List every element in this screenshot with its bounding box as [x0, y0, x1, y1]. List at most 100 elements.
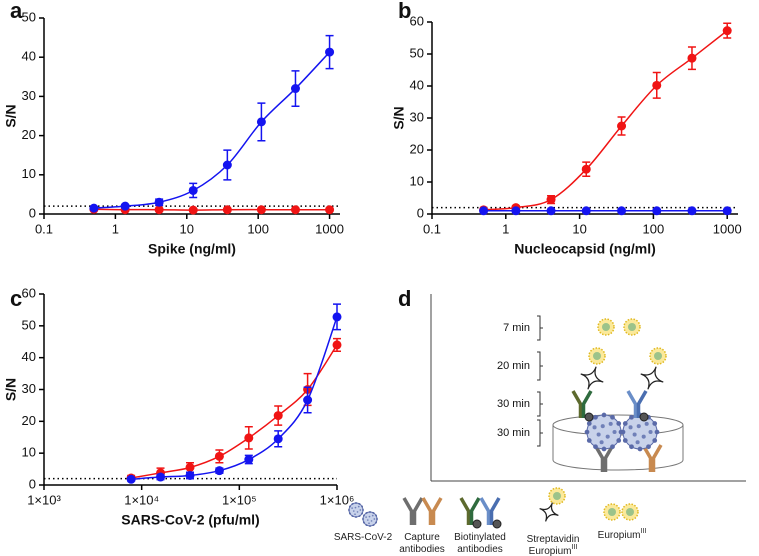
virus-spike — [372, 511, 375, 514]
virus-spike — [593, 444, 598, 450]
antibody-icon — [593, 444, 615, 472]
time-bracket — [537, 351, 543, 381]
virus-spike — [586, 421, 592, 426]
legend-label: Capture — [404, 532, 440, 543]
virus-spike — [652, 438, 658, 443]
marker — [244, 433, 254, 443]
x-tick-label: 0.1 — [35, 221, 53, 236]
marker — [273, 434, 283, 444]
marker — [652, 206, 662, 216]
virus-spike — [652, 421, 658, 426]
x-tick-label: 100 — [643, 221, 665, 236]
y-axis-label: S/N — [3, 378, 19, 401]
antibody-icon — [626, 390, 649, 422]
legend-label: EuropiumIII — [598, 528, 647, 541]
marker — [290, 205, 300, 215]
marker — [214, 451, 224, 461]
marker — [581, 164, 591, 174]
marker — [722, 26, 732, 36]
virus-dot — [608, 421, 613, 426]
virus-spike — [351, 502, 354, 505]
virus-spike — [610, 444, 615, 450]
biotin — [492, 519, 502, 529]
virus-dot — [356, 511, 359, 513]
legend-label: antibodies — [399, 544, 445, 555]
fit-curve — [93, 51, 331, 209]
antibody-right — [431, 497, 443, 525]
europium-core — [593, 352, 601, 360]
marker — [290, 84, 300, 94]
antibody-right — [412, 497, 424, 525]
marker — [244, 455, 254, 465]
marker — [185, 470, 195, 480]
virus-spike — [361, 505, 364, 508]
legend-text: Capture — [404, 532, 440, 543]
antibody-left — [459, 497, 471, 525]
virus-dot — [351, 507, 353, 509]
virus-spike — [376, 518, 378, 520]
marker — [126, 474, 136, 484]
fit-curve — [130, 344, 338, 479]
y-tick-label: 20 — [410, 141, 424, 156]
marker — [154, 197, 164, 207]
virus-dot — [612, 429, 617, 435]
marker — [581, 206, 591, 216]
y-tick-label: 50 — [22, 9, 36, 24]
antibody-left — [421, 497, 433, 525]
marker — [332, 312, 342, 322]
virus-spike — [348, 509, 350, 511]
virus-dot — [592, 425, 597, 430]
virus-spike — [362, 521, 365, 524]
virus-spike — [610, 414, 615, 420]
virus-spike — [629, 444, 634, 450]
virus-dot — [357, 505, 360, 508]
x-tick-label: 100 — [247, 221, 269, 236]
europium-core — [626, 508, 634, 516]
virus-dot — [354, 513, 356, 516]
legend-label: antibodies — [457, 544, 503, 555]
antibody-icon — [571, 390, 594, 422]
virus-dot — [636, 424, 641, 429]
legend-label: SARS-CoV-2 — [334, 532, 393, 543]
virus-spike — [601, 412, 607, 418]
time-bracket — [537, 419, 543, 447]
antibody-icon — [421, 497, 443, 525]
europium-icon — [649, 347, 667, 365]
y-tick-label: 50 — [410, 45, 424, 60]
y-tick-label: 10 — [410, 173, 424, 188]
europium-icon — [548, 487, 566, 505]
marker — [214, 466, 224, 476]
virus-dot — [605, 434, 610, 439]
y-tick-label: 20 — [22, 413, 36, 428]
y-tick-label: 10 — [22, 166, 36, 181]
europium-icon — [597, 318, 615, 336]
antibody-right — [636, 390, 648, 418]
marker — [546, 195, 556, 205]
marker — [222, 160, 232, 170]
y-tick-label: 30 — [22, 88, 36, 103]
legend-text: antibodies — [399, 544, 445, 555]
virus-dot — [366, 519, 369, 521]
virus-dot — [641, 434, 646, 439]
virus-spike — [348, 512, 351, 515]
x-tick-label: 1×10³ — [27, 492, 61, 507]
y-tick-label: 60 — [22, 285, 36, 300]
streptavidin-icon — [539, 502, 559, 522]
antibody-right — [469, 497, 481, 525]
virus-dot — [352, 510, 355, 512]
antibody-icon — [402, 497, 424, 525]
virus-dot — [368, 515, 371, 518]
europium-core — [608, 508, 616, 516]
x-axis-label: SARS-CoV-2 (pfu/ml) — [121, 512, 259, 528]
virus-spike — [620, 429, 626, 435]
virus-dot — [354, 506, 357, 509]
virus-dot — [596, 432, 601, 437]
antibody-right — [581, 390, 593, 418]
y-tick-label: 10 — [22, 445, 36, 460]
marker — [332, 340, 342, 350]
x-axis-label: Spike (ng/ml) — [148, 241, 236, 257]
marker — [546, 206, 556, 216]
panel-letter: d — [398, 286, 411, 311]
panel-letter: b — [398, 0, 411, 23]
virus-spike — [369, 525, 371, 527]
